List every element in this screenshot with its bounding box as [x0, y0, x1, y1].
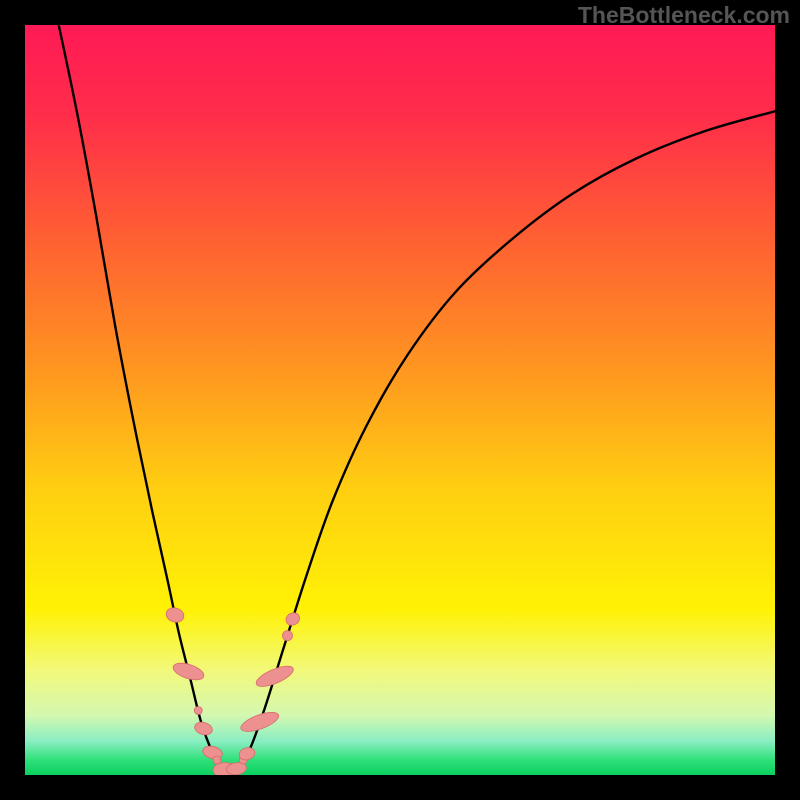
curve-marker — [213, 756, 221, 764]
curve-marker — [194, 707, 202, 715]
chart-svg — [25, 25, 775, 775]
curve-marker — [283, 631, 293, 641]
plot-area — [25, 25, 775, 775]
chart-background — [25, 25, 775, 775]
chart-frame: TheBottleneck.com — [0, 0, 800, 800]
watermark-text: TheBottleneck.com — [578, 2, 790, 29]
